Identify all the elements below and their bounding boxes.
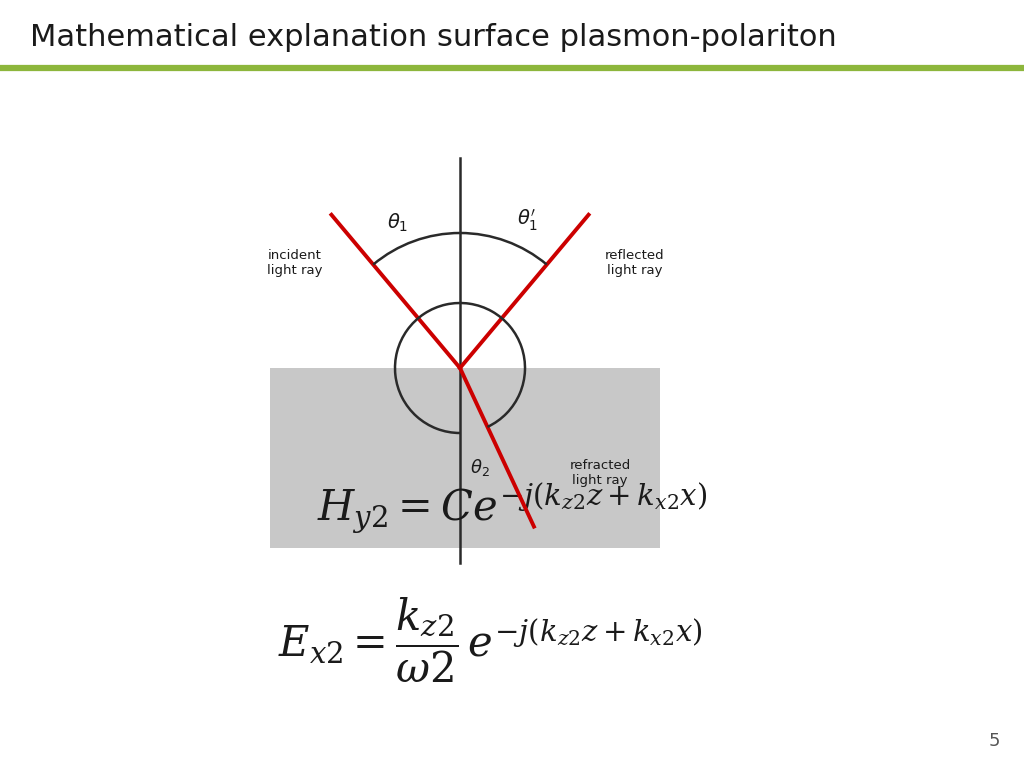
- Text: $\theta_1$: $\theta_1$: [387, 212, 409, 234]
- Text: reflected
light ray: reflected light ray: [605, 249, 665, 277]
- Text: 5: 5: [988, 732, 1000, 750]
- Bar: [270, 368, 660, 548]
- Text: incident
light ray: incident light ray: [267, 249, 323, 277]
- Text: $E_{x2} = \dfrac{k_{z2}}{\omega 2}\,e^{-j(k_{z2}z+k_{x2}x)}$: $E_{x2} = \dfrac{k_{z2}}{\omega 2}\,e^{-…: [278, 595, 702, 684]
- Text: $\theta_2$: $\theta_2$: [470, 458, 489, 478]
- Text: $H_{y2} = Ce^{-j(k_{z2}z+k_{x2}x)}$: $H_{y2} = Ce^{-j(k_{z2}z+k_{x2}x)}$: [316, 481, 708, 535]
- Text: refracted
light ray: refracted light ray: [569, 459, 631, 487]
- Text: Mathematical explanation surface plasmon-polariton: Mathematical explanation surface plasmon…: [30, 24, 837, 52]
- Text: $\theta_1'$: $\theta_1'$: [517, 207, 539, 233]
